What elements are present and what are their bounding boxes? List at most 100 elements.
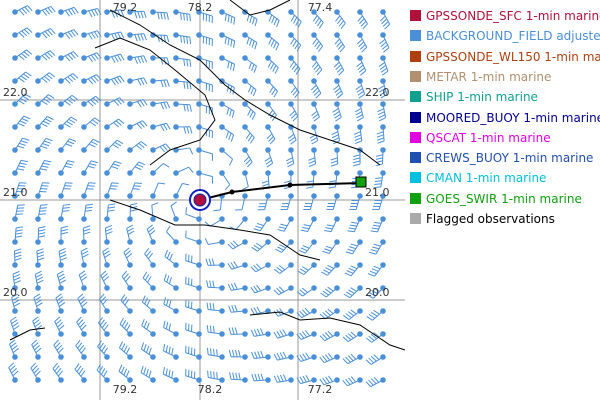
- barb-dot: [311, 101, 317, 107]
- barb-dot: [242, 285, 248, 291]
- barb-feather: [232, 64, 236, 72]
- barb-feather: [345, 356, 351, 363]
- barb-dot: [150, 124, 156, 130]
- barb-feather: [375, 154, 383, 157]
- barb-feather: [344, 272, 352, 277]
- barb-dot: [81, 331, 87, 337]
- barb-dot: [12, 354, 18, 360]
- barb-feather: [99, 342, 104, 350]
- barb-feather: [379, 117, 386, 122]
- barb-dot: [104, 170, 110, 176]
- barb-feather: [125, 370, 130, 378]
- barb-dot: [35, 9, 41, 15]
- barb-feather: [24, 6, 30, 13]
- legend-item: CMAN 1-min marine: [410, 170, 546, 186]
- barb-feather: [20, 97, 27, 103]
- barb-feather: [163, 320, 166, 328]
- barb-feather: [149, 230, 156, 236]
- barb-feather: [370, 378, 377, 385]
- legend-label: GOES_SWIR 1-min marine: [426, 191, 582, 206]
- legend-label: CMAN 1-min marine: [426, 171, 547, 186]
- barb-feather: [180, 35, 182, 43]
- barb-feather: [168, 323, 172, 331]
- barb-feather: [324, 310, 331, 316]
- barb-feather: [67, 31, 73, 38]
- barb-feather: [335, 90, 342, 96]
- barb-feather: [314, 40, 320, 48]
- barb-feather: [274, 67, 279, 74]
- barb-dot: [196, 239, 202, 245]
- barb-feather: [347, 248, 355, 252]
- barb-dot: [173, 32, 179, 38]
- barb-feather: [348, 267, 356, 272]
- barb-feather: [67, 140, 75, 145]
- barb-feather: [140, 141, 147, 147]
- barb-dot: [380, 32, 386, 38]
- barb-feather: [333, 61, 340, 68]
- barb-feather: [67, 76, 74, 82]
- barb-feather: [75, 339, 81, 347]
- legend-label: BACKGROUND_FIELD adjusted: [426, 29, 600, 44]
- barb-feather: [316, 69, 323, 76]
- barb-feather: [64, 78, 71, 84]
- barb-feather: [44, 31, 51, 37]
- barb-feather: [130, 202, 138, 206]
- barb-feather: [333, 84, 340, 91]
- barb-feather: [65, 143, 73, 147]
- legend-swatch: [410, 91, 421, 103]
- barb-feather: [40, 145, 48, 149]
- barb-feather: [381, 18, 388, 25]
- barb-feather: [350, 243, 358, 247]
- barb-feather: [277, 229, 285, 232]
- barb-feather: [137, 101, 142, 108]
- barb-feather: [276, 353, 281, 360]
- barb-feather: [380, 67, 388, 73]
- barb-feather: [104, 253, 111, 258]
- barb-feather: [34, 322, 41, 328]
- legend-item: GOES_SWIR 1-min marine: [410, 191, 582, 207]
- barb-feather: [335, 64, 342, 71]
- barb-feather: [273, 90, 278, 98]
- barb-feather: [160, 12, 163, 20]
- barb-feather: [234, 327, 238, 335]
- barb-feather: [21, 8, 28, 14]
- barb-feather: [324, 288, 332, 294]
- barb-feather: [119, 97, 125, 104]
- barb-feather: [269, 86, 274, 93]
- barb-feather: [70, 8, 76, 15]
- barb-feather: [282, 374, 287, 382]
- barb-feather: [134, 182, 142, 185]
- barb-feather: [101, 345, 106, 352]
- barb-dot: [311, 124, 317, 130]
- barb-feather: [319, 335, 326, 342]
- barb-feather: [14, 257, 22, 261]
- barb-feather: [64, 165, 72, 169]
- barb-feather: [73, 51, 79, 58]
- barb-feather: [350, 265, 358, 270]
- barb-feather: [304, 330, 311, 337]
- barb-feather: [93, 53, 99, 60]
- barb-feather: [321, 271, 328, 276]
- barb-dot: [219, 354, 225, 360]
- barb-dot: [150, 354, 156, 360]
- barb-feather: [73, 7, 79, 14]
- barb-feather: [119, 75, 125, 82]
- barb-feather: [78, 270, 86, 276]
- barb-feather: [143, 11, 147, 19]
- barb-feather: [166, 35, 170, 43]
- barb-feather: [301, 309, 308, 316]
- barb-feather: [378, 114, 386, 119]
- barb-feather: [171, 347, 174, 356]
- barb-feather: [91, 9, 96, 17]
- barb-feather: [360, 70, 367, 76]
- barb-feather: [350, 376, 357, 383]
- barb-dot: [265, 124, 271, 130]
- barb-feather: [43, 75, 51, 82]
- barb-feather: [100, 270, 107, 276]
- barb-feather: [266, 162, 273, 168]
- barb-feather: [160, 35, 163, 43]
- barb-dot: [35, 331, 41, 337]
- barb-feather: [257, 373, 261, 381]
- barb-feather: [273, 41, 277, 49]
